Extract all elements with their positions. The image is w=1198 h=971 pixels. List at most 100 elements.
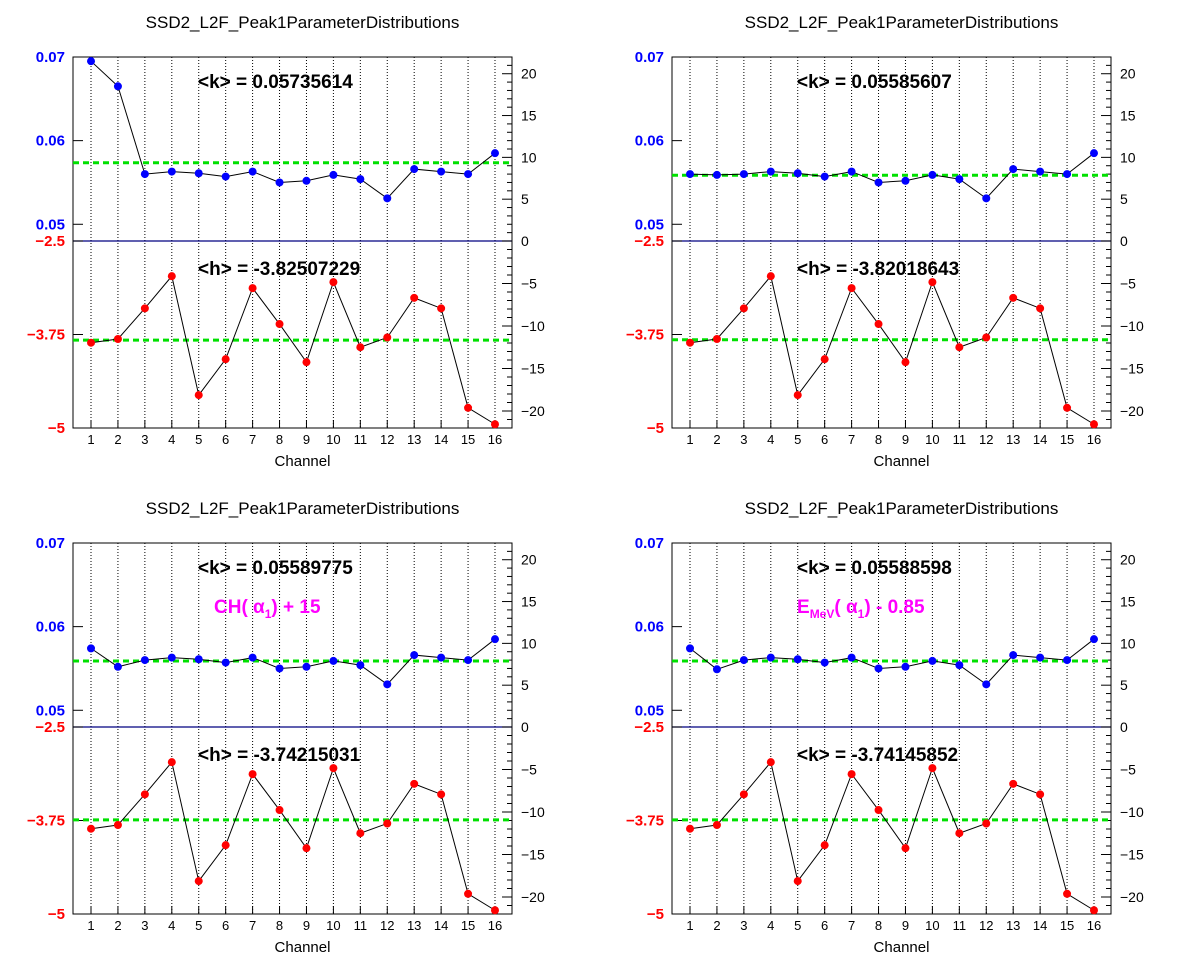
x-tick-label: 11	[354, 432, 368, 447]
chart-panel-1: SSD2_L2F_Peak1ParameterDistributions 0.05…	[27, 13, 545, 470]
x-tick-label: 12	[380, 432, 394, 447]
x-tick-label: 10	[925, 918, 939, 933]
upper-series-point-15	[464, 170, 473, 179]
right-tick-label-upper: 15	[521, 108, 537, 124]
upper-series-point-2	[113, 82, 122, 91]
left-tick-label-upper: 0.07	[635, 535, 664, 552]
lower-series-point-1	[87, 338, 96, 347]
right-tick-label-upper: 15	[1120, 108, 1136, 124]
right-tick-label-upper: 0	[521, 233, 529, 249]
lower-series-point-8	[874, 806, 883, 815]
upper-series-point-4	[167, 167, 176, 176]
x-tick-label: 1	[686, 432, 693, 447]
upper-series-point-13	[410, 651, 419, 660]
lower-series-point-15	[464, 403, 473, 412]
x-tick-label: 16	[488, 918, 502, 933]
x-tick-label: 16	[488, 432, 502, 447]
lower-series-point-9	[901, 358, 910, 367]
x-tick-label: 7	[249, 918, 256, 933]
right-tick-label-upper: 5	[1120, 677, 1128, 693]
lower-series-point-9	[302, 844, 311, 853]
lower-series-point-2	[113, 334, 122, 343]
upper-series-point-16	[490, 635, 499, 644]
right-tick-label-upper: 5	[521, 677, 529, 693]
left-tick-label-lower: −5	[647, 420, 664, 437]
upper-series-point-16	[1089, 635, 1098, 644]
upper-series-point-9	[901, 176, 910, 185]
left-tick-label-upper: 0.07	[36, 535, 65, 552]
x-tick-label: 10	[326, 918, 340, 933]
chart-title: SSD2_L2F_Peak1ParameterDistributions	[745, 13, 1059, 32]
upper-series-point-15	[1063, 656, 1072, 665]
x-axis-label: Channel	[874, 939, 930, 956]
left-tick-label-lower: −2.5	[35, 233, 65, 250]
lower-series-point-3	[739, 304, 748, 313]
upper-series-point-16	[490, 149, 499, 158]
x-tick-label: 9	[303, 918, 310, 933]
upper-series-point-14	[1036, 167, 1045, 176]
mean-annotation-lower: <k> = -3.74145852	[797, 745, 958, 766]
upper-series-point-10	[329, 170, 338, 179]
chart-title: SSD2_L2F_Peak1ParameterDistributions	[745, 499, 1059, 518]
x-tick-label: 16	[1087, 432, 1101, 447]
x-tick-label: 13	[1006, 918, 1020, 933]
extra-annotation: CH( α1) + 15	[214, 597, 321, 621]
lower-series-point-8	[874, 320, 883, 329]
upper-series-point-7	[248, 167, 257, 176]
upper-series-point-12	[383, 194, 392, 203]
lower-series-point-13	[1009, 779, 1018, 788]
x-tick-label: 6	[821, 918, 828, 933]
upper-series-point-8	[275, 178, 284, 187]
x-tick-label: 9	[902, 432, 909, 447]
left-tick-label-lower: −3.75	[27, 327, 65, 344]
plot-frame	[671, 542, 1112, 915]
left-tick-label-upper: 0.05	[635, 702, 664, 719]
right-tick-label-upper: 20	[1120, 552, 1136, 568]
x-tick-label: 16	[1087, 918, 1101, 933]
lower-series-point-12	[383, 819, 392, 828]
lower-series-point-11	[955, 829, 964, 838]
right-tick-label-lower: −10	[521, 804, 545, 820]
lower-series-point-2	[712, 334, 721, 343]
left-tick-label-upper: 0.06	[36, 133, 65, 150]
upper-series-point-7	[847, 653, 856, 662]
upper-series-point-3	[140, 656, 149, 665]
upper-series-point-12	[982, 194, 991, 203]
right-tick-label-lower: −10	[1120, 318, 1144, 334]
x-tick-label: 14	[434, 432, 448, 447]
lower-series-point-6	[221, 355, 230, 364]
left-tick-label-lower: −3.75	[27, 813, 65, 830]
x-tick-label: 2	[114, 432, 121, 447]
right-tick-label-upper: 0	[1120, 233, 1128, 249]
upper-series-line	[90, 60, 496, 200]
upper-series-point-11	[955, 175, 964, 184]
upper-series-point-8	[275, 664, 284, 673]
x-tick-label: 6	[222, 432, 229, 447]
upper-series-point-14	[437, 167, 446, 176]
x-tick-label: 12	[979, 432, 993, 447]
x-tick-label: 14	[1033, 918, 1047, 933]
lower-series-point-13	[1009, 293, 1018, 302]
lower-series-point-2	[712, 820, 721, 829]
x-tick-label: 5	[794, 432, 801, 447]
left-tick-label-lower: −3.75	[626, 327, 664, 344]
right-tick-label-upper: 10	[521, 149, 537, 165]
upper-series-point-13	[410, 165, 419, 174]
upper-series-point-3	[140, 170, 149, 179]
upper-series-point-16	[1089, 149, 1098, 158]
extra-annotation: EMeV( α1) - 0.85	[797, 597, 925, 621]
lower-series-point-11	[356, 343, 365, 352]
x-tick-label: 8	[875, 432, 882, 447]
upper-series-point-9	[302, 662, 311, 671]
upper-series-point-13	[1009, 165, 1018, 174]
upper-series-point-6	[820, 658, 829, 667]
upper-series-point-12	[982, 680, 991, 689]
upper-series-point-11	[356, 175, 365, 184]
lower-series-point-15	[464, 889, 473, 898]
upper-series-point-5	[793, 655, 802, 664]
right-tick-label-upper: 15	[521, 594, 537, 610]
x-tick-label: 12	[380, 918, 394, 933]
x-axis-label: Channel	[874, 453, 930, 470]
lower-series-point-15	[1063, 889, 1072, 898]
x-tick-label: 10	[925, 432, 939, 447]
